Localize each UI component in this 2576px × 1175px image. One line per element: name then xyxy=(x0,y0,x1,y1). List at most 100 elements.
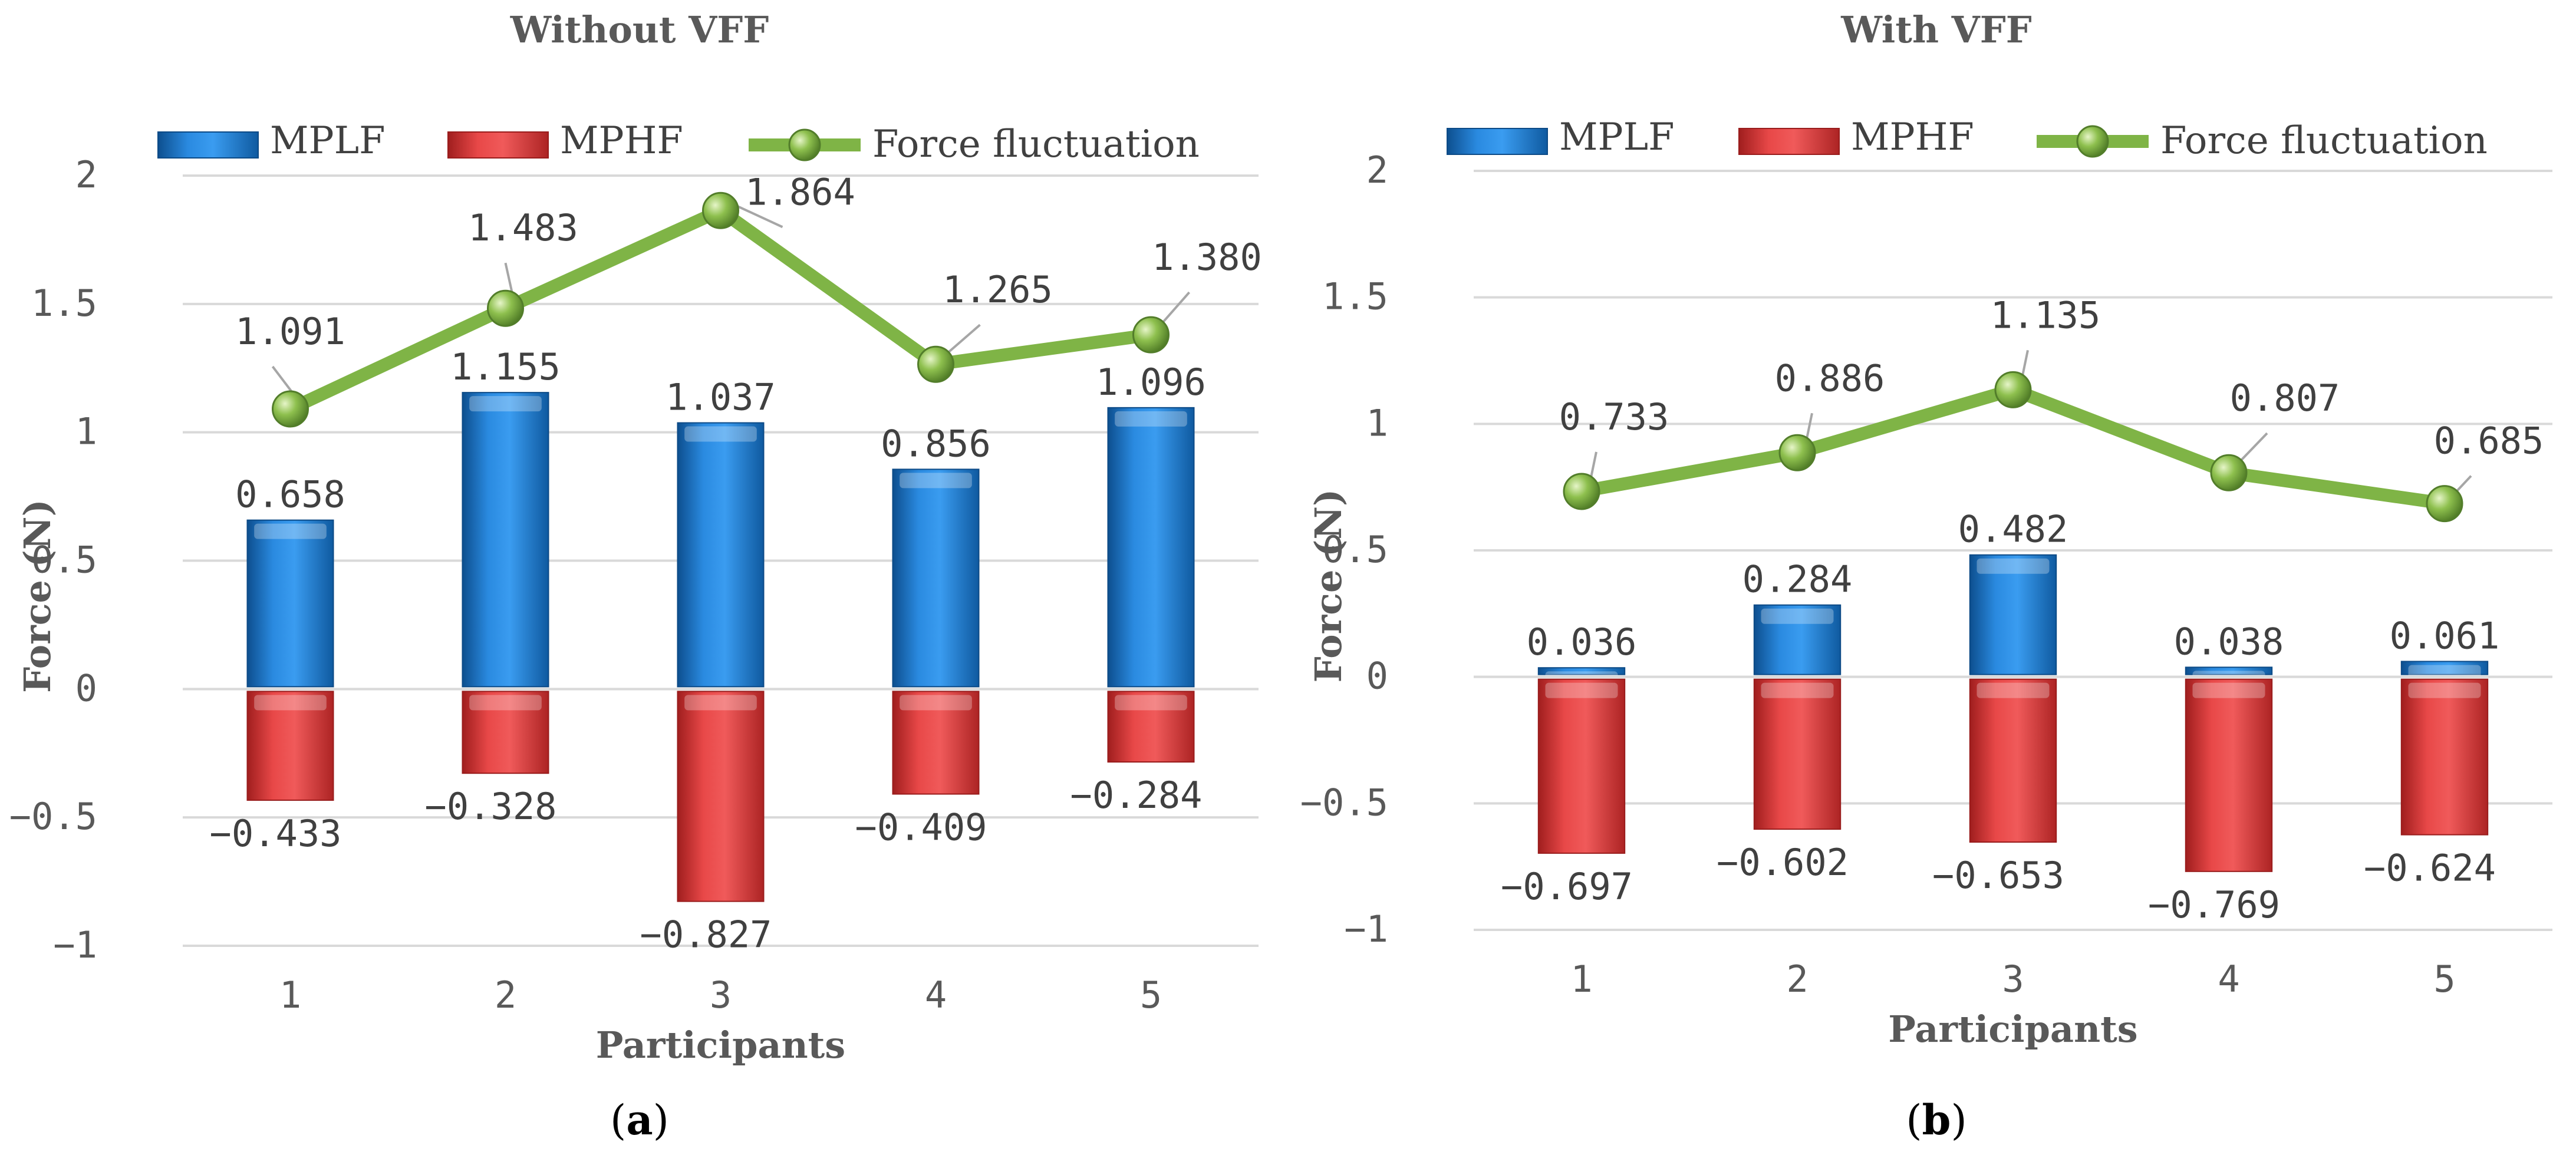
legend-label: MPLF xyxy=(270,119,386,163)
y-axis-label: Force (N) xyxy=(16,499,59,693)
y-tick-label: 1.5 xyxy=(31,282,97,325)
line-point xyxy=(917,345,954,383)
mphf-bar xyxy=(2400,678,2489,836)
line-point xyxy=(2210,454,2248,491)
x-tick-label: 4 xyxy=(2218,958,2239,1001)
legend-label: Force fluctuation xyxy=(2160,119,2488,163)
bar-highlight xyxy=(469,396,542,412)
mplf-bar xyxy=(1537,667,1626,675)
x-tick-label: 3 xyxy=(710,973,732,1016)
bar-data-label: 0.658 xyxy=(235,473,345,516)
mphf-bar xyxy=(1537,678,1626,854)
mphf-bar xyxy=(677,691,765,902)
mphf-bar xyxy=(1107,691,1195,763)
panel-label: (a) xyxy=(610,1095,669,1144)
bar-data-label: 0.038 xyxy=(2174,620,2284,663)
line-point xyxy=(1563,473,1600,510)
mphf-bar xyxy=(1969,678,2057,843)
bar-data-label: 0.856 xyxy=(881,422,991,465)
x-tick-label: 3 xyxy=(2002,958,2024,1001)
mplf-bar xyxy=(462,392,549,688)
x-tick-label: 1 xyxy=(1570,958,1592,1001)
y-tick-label: 2 xyxy=(1366,148,1388,192)
bar-data-label: −0.328 xyxy=(425,785,557,828)
bar-highlight xyxy=(1115,695,1187,711)
bar-data-label: −0.409 xyxy=(855,806,987,849)
legend-marker xyxy=(788,128,821,161)
mplf-bar xyxy=(1969,554,2057,675)
bar-highlight xyxy=(254,523,327,539)
x-tick-label: 4 xyxy=(925,973,947,1016)
bar-data-label: 0.036 xyxy=(1527,620,1637,664)
bar-highlight xyxy=(2192,682,2265,698)
chart-panel-a: Without VFF −1 −0.5 0 0.5 1 1.5 2 Force (N) 0.658… xyxy=(9,8,1262,1144)
bar-highlight xyxy=(900,695,972,711)
bar-highlight xyxy=(1761,608,1834,624)
mphf-bar xyxy=(1753,678,1842,830)
legend-item-mplf: MPLF xyxy=(157,119,386,163)
line-point xyxy=(1994,371,2032,408)
y-tick-label: −1 xyxy=(1344,907,1388,950)
mplf-bar xyxy=(892,468,980,688)
legend-label: MPHF xyxy=(1851,115,1974,159)
y-tick-label: 1 xyxy=(1366,401,1388,444)
x-axis-label: Participants xyxy=(1888,1008,2137,1051)
y-tick-label: 0.5 xyxy=(1322,528,1388,571)
bar-data-label: −0.697 xyxy=(1501,865,1633,908)
y-axis-label: Force (N) xyxy=(1307,489,1350,683)
mplf-bar xyxy=(2185,666,2273,675)
bar-highlight xyxy=(1977,682,2050,698)
legend-item-mplf: MPLF xyxy=(1447,115,1675,159)
bar-highlight xyxy=(684,695,757,711)
chart-title: Without VFF xyxy=(510,8,769,51)
legend-swatch xyxy=(157,131,259,159)
line-point xyxy=(702,192,739,229)
legend-label: MPLF xyxy=(1559,115,1675,159)
line-point xyxy=(487,289,524,327)
bar-highlight xyxy=(2408,682,2481,698)
bar-data-label: −0.827 xyxy=(640,913,772,956)
y-tick-label: 0 xyxy=(75,666,97,709)
bar-highlight xyxy=(1977,558,2050,574)
line-point xyxy=(272,390,309,428)
legend-label: Force fluctuation xyxy=(872,123,1200,166)
bar-highlight xyxy=(1545,682,1618,698)
bar-data-label: −0.624 xyxy=(2364,847,2496,890)
legend-item-mphf: MPHF xyxy=(1738,115,1974,159)
chart-panel-b: With VFF −1 −0.5 0 0.5 1 1.5 2 Force (N) 0.036 0.2… xyxy=(1300,8,2552,1144)
y-tick-label: −0.5 xyxy=(1300,781,1388,824)
legend-item-mphf: MPHF xyxy=(447,119,683,163)
mphf-bar xyxy=(462,691,549,774)
callout-leader xyxy=(943,324,981,357)
legend-swatch xyxy=(1447,128,1548,155)
line-data-label: 0.685 xyxy=(2434,420,2544,463)
mphf-bar xyxy=(2185,678,2273,872)
bar-data-label: 1.037 xyxy=(666,376,776,419)
bar-highlight xyxy=(684,426,757,442)
legend-item-force-fluctuation: Force fluctuation xyxy=(2037,119,2488,163)
bar-data-label: −0.653 xyxy=(1932,854,2064,897)
line-data-label: 0.886 xyxy=(1775,357,1885,400)
line-point xyxy=(2426,485,2463,523)
chart-title: With VFF xyxy=(1840,8,2032,51)
mplf-bar xyxy=(246,519,334,688)
panel-letter: a xyxy=(626,1095,653,1144)
panel-label: (b) xyxy=(1906,1095,1967,1144)
line-data-label: 1.483 xyxy=(468,206,578,249)
bar-data-label: −0.433 xyxy=(210,812,342,855)
line-data-label: 0.733 xyxy=(1559,395,1669,438)
bar-highlight xyxy=(1761,682,1834,698)
y-tick-label: 1.5 xyxy=(1322,275,1388,318)
bar-highlight xyxy=(254,695,327,711)
line-data-label: 1.265 xyxy=(943,268,1053,311)
mphf-bar xyxy=(246,691,334,801)
y-tick-label: −1 xyxy=(53,923,97,966)
legend-marker xyxy=(2076,125,2109,158)
mplf-bar xyxy=(1753,604,1842,675)
line-data-label: 1.864 xyxy=(745,170,855,213)
y-tick-label: 1 xyxy=(75,410,97,453)
legend-swatch xyxy=(1738,128,1840,155)
y-tick-label: −0.5 xyxy=(9,795,97,838)
legend-label: MPHF xyxy=(560,119,683,163)
